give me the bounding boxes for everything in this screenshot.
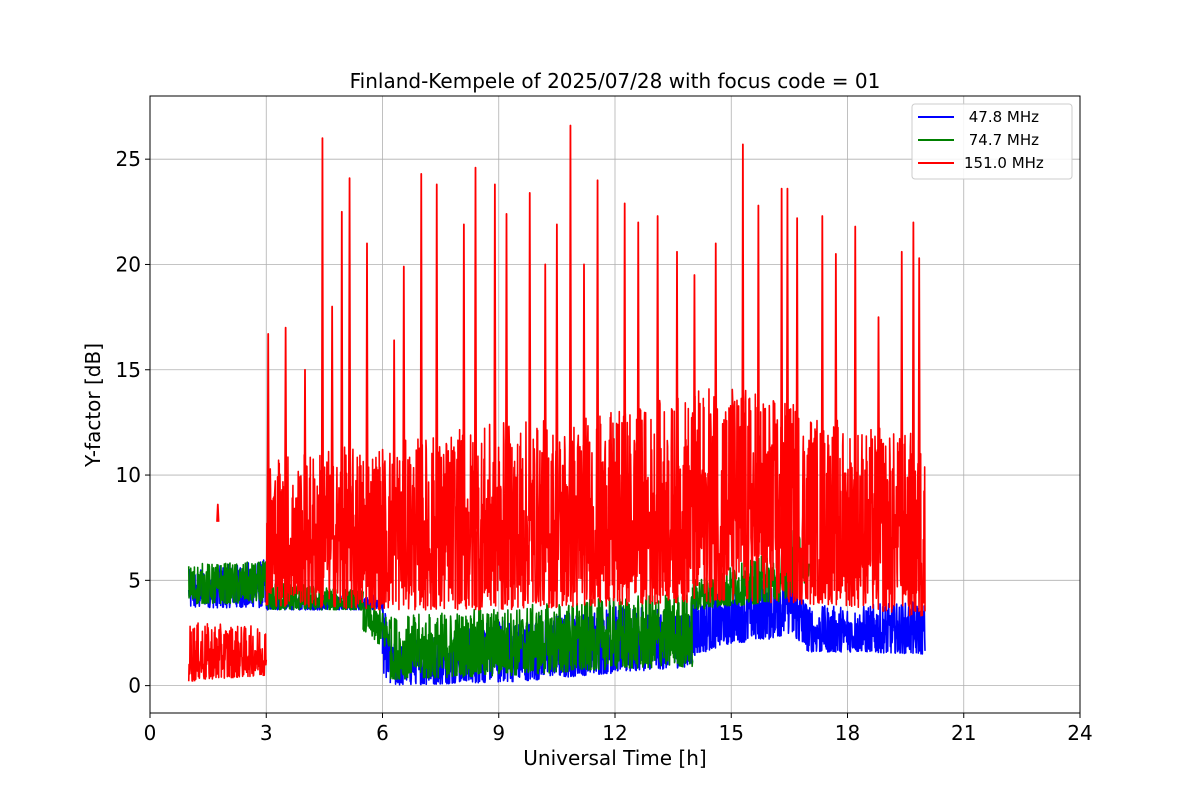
series-peak — [820, 215, 824, 543]
series-trace-segment — [187, 560, 268, 605]
legend-box — [911, 103, 1073, 180]
chart-title: Finland-Kempele of 2025/07/28 with focus… — [350, 69, 881, 93]
series-peak — [917, 257, 921, 541]
series-peak — [714, 242, 718, 536]
x-tick-label: 12 — [602, 721, 627, 745]
series-peak — [330, 305, 334, 536]
x-tick-label: 9 — [492, 721, 505, 745]
series-peak — [779, 187, 784, 549]
series-peak — [911, 221, 916, 542]
tick-layer: 0 3 6 9 12 15 18 21 24 0 5 10 15 20 25 — [116, 147, 1093, 745]
legend-label-151-0: 151.0 MHz — [964, 154, 1044, 172]
series-peak — [419, 173, 423, 544]
series-peak — [692, 274, 697, 533]
y-tick-label: 10 — [116, 463, 141, 487]
series-peak — [568, 124, 573, 525]
series-peak — [675, 250, 679, 545]
series-trace-segment — [265, 388, 926, 617]
series-peak — [435, 183, 439, 549]
x-tick-label: 15 — [719, 721, 744, 745]
series-151-0-mhz — [187, 124, 926, 682]
series-trace-segment — [691, 559, 926, 656]
legend-label-47-8: 47.8 MHz — [964, 108, 1039, 126]
series-peak — [582, 263, 586, 556]
series-peak — [283, 326, 288, 536]
series-peak — [493, 183, 497, 537]
x-tick-label: 3 — [260, 721, 273, 745]
series-layer — [187, 124, 926, 686]
series-peak — [266, 333, 270, 546]
series-peak — [623, 202, 627, 533]
series-peak — [595, 179, 600, 552]
series-trace-segment — [187, 622, 268, 682]
series-trace-segment — [362, 601, 392, 647]
series-peak — [473, 166, 478, 529]
y-tick-label: 5 — [128, 568, 141, 592]
series-peak — [392, 339, 396, 556]
series-trace-segment — [381, 602, 392, 679]
series-peak — [636, 221, 640, 538]
series-peak — [216, 503, 220, 522]
series-peak — [756, 204, 761, 543]
x-axis-label: Universal Time [h] — [523, 746, 706, 770]
series-peak — [402, 265, 406, 541]
series-peak — [655, 215, 660, 540]
y-tick-label: 25 — [116, 147, 141, 171]
y-tick-label: 0 — [128, 674, 141, 698]
legend: 47.8 MHz 74.7 MHz 151.0 MHz — [911, 103, 1073, 180]
series-peak — [543, 263, 547, 544]
x-tick-label: 6 — [376, 721, 389, 745]
series-peak — [785, 187, 790, 522]
series-peak — [462, 223, 466, 549]
series-peak — [504, 213, 509, 539]
series-peak — [528, 191, 532, 521]
series-peak — [365, 242, 369, 544]
series-peak — [834, 253, 838, 534]
x-tick-label: 18 — [835, 721, 860, 745]
series-peak — [795, 217, 799, 541]
series-peak — [900, 250, 904, 527]
y-axis-label: Y-factor [dB] — [81, 343, 105, 468]
y-tick-label: 15 — [116, 358, 141, 382]
x-tick-label: 21 — [951, 721, 976, 745]
x-tick-label: 0 — [144, 721, 157, 745]
series-peak — [340, 210, 344, 550]
series-peak — [303, 368, 307, 559]
y-tick-label: 20 — [116, 252, 141, 276]
series-peak — [876, 316, 881, 518]
x-tick-label: 24 — [1067, 721, 1092, 745]
series-peak — [320, 137, 325, 559]
series-peak — [555, 223, 559, 527]
legend-label-74-7: 74.7 MHz — [964, 131, 1039, 149]
series-peak — [347, 177, 352, 520]
series-trace-segment — [389, 594, 694, 680]
series-peak — [741, 143, 745, 539]
series-peak — [853, 225, 857, 525]
